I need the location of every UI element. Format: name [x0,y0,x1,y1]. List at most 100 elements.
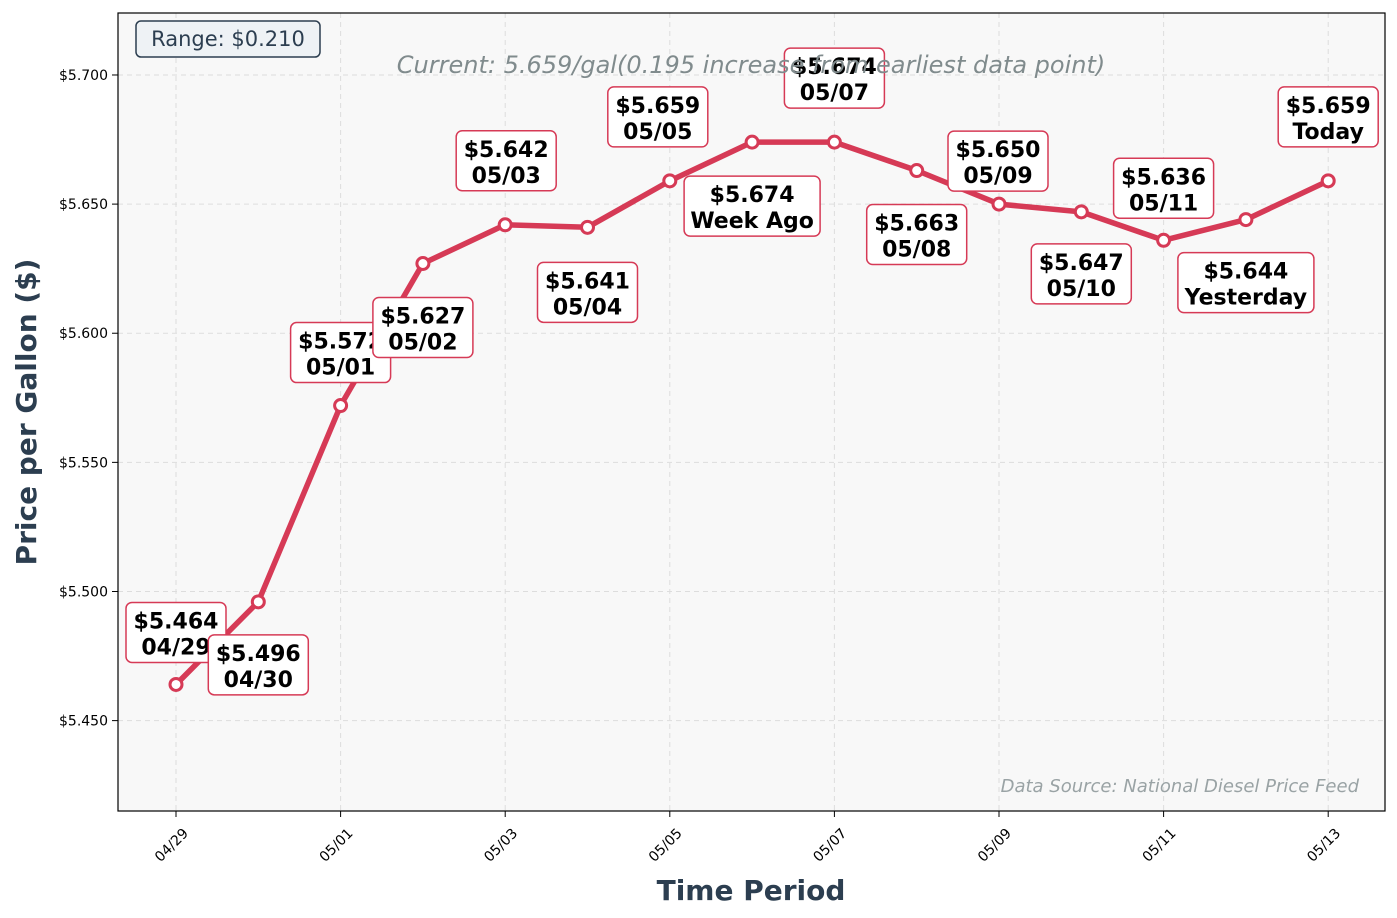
annotation-price: $5.674 [792,55,877,80]
data-source-note: Data Source: National Diesel Price Feed [1001,776,1360,797]
y-tick-label: $5.500 [59,584,108,600]
annotation-box [947,130,1049,192]
annotation-box [1030,243,1133,305]
range-label: Range: $0.210 [151,27,305,51]
x-tick-label: 04/29 [152,826,192,866]
annotation-box [207,634,310,696]
data-point [168,676,184,692]
data-point [1320,173,1336,189]
y-axis-ticks: $5.450 $5.500 $5.550 $5.600 $5.650 $5.700 [59,68,118,730]
data-point [497,217,513,233]
annotation-price: $5.464 [134,609,219,634]
annotation-date: 04/30 [224,668,293,693]
plot-frame [117,12,1386,812]
data-point [1156,232,1172,248]
annotation-price: $5.572 [298,330,383,355]
y-axis-title: Price per Gallon ($) [10,259,43,566]
y-tick-label: $5.600 [59,326,108,342]
annotation-price: $5.659 [1286,94,1371,119]
annotation-price: $5.650 [956,138,1041,163]
x-tick-label: 05/11 [1140,826,1180,866]
data-point [415,256,431,272]
data-points [168,134,1336,692]
y-tick-label: $5.550 [59,455,108,471]
annotation-price: $5.636 [1121,165,1206,190]
data-point [662,173,678,189]
data-point [826,134,842,150]
annotation-box [1277,86,1379,148]
data-point [991,196,1007,212]
annotation-date: Yesterday [1184,286,1307,311]
annotation-price: $5.641 [545,269,630,294]
annotation-box [783,47,886,109]
x-tick-label: 05/05 [646,826,686,866]
x-axis-ticks: 04/29 05/01 05/03 05/05 05/07 05/09 05/11 05/13 [152,811,1344,865]
data-point [1238,212,1254,228]
annotation-price: $5.659 [615,94,700,119]
range-badge: Range: $0.210 [135,20,321,58]
annotation-date: 05/04 [553,295,622,320]
annotation-price: $5.647 [1039,251,1124,276]
annotation-price: $5.663 [874,212,959,237]
x-tick-label: 05/03 [481,826,521,866]
annotation-date: 05/01 [306,356,375,381]
annotation-price: $5.496 [216,642,301,667]
annotation-date: 05/02 [388,331,457,356]
annotation-box [607,86,709,148]
annotation-date: 05/11 [1129,191,1198,216]
annotation-price: $5.642 [464,138,549,163]
annotation-box [455,130,557,192]
data-point [333,398,349,414]
annotation-box [125,601,227,664]
x-axis-title: Time Period [657,874,846,907]
annotation-date: 05/08 [882,238,951,263]
annotation-date: 05/10 [1047,277,1116,302]
data-point [250,594,266,610]
annotation-price: $5.674 [710,183,795,208]
chart-subtitle: Current: 5.659/gal(0.195 increase from e… [397,51,1105,79]
annotation-date: 05/05 [623,120,692,145]
annotation-box [1112,157,1215,220]
annotation-box [683,175,821,237]
y-tick-label: $5.700 [59,68,108,84]
data-point [909,163,925,179]
x-tick-label: 05/13 [1304,826,1344,866]
annotation-price: $5.627 [380,305,465,330]
x-tick-label: 05/09 [975,826,1015,866]
data-point [744,134,760,150]
annotation-date: Week Ago [690,209,814,234]
annotation-date: 05/09 [963,164,1032,189]
annotation-box [1177,251,1315,314]
annotation-date: Today [1292,120,1363,145]
y-tick-label: $5.650 [59,197,108,213]
annotation-date: 04/29 [141,635,210,660]
data-point [1073,204,1089,220]
annotation-box [536,261,639,324]
x-tick-label: 05/07 [810,826,850,866]
annotation-date: 05/07 [800,81,869,106]
y-tick-label: $5.450 [59,714,108,730]
data-point [580,219,595,235]
annotation-box [865,203,968,266]
annotation-price: $5.644 [1203,260,1288,285]
x-tick-label: 05/01 [317,826,357,866]
annotation-date: 05/03 [472,164,541,189]
annotation-box [372,296,474,359]
